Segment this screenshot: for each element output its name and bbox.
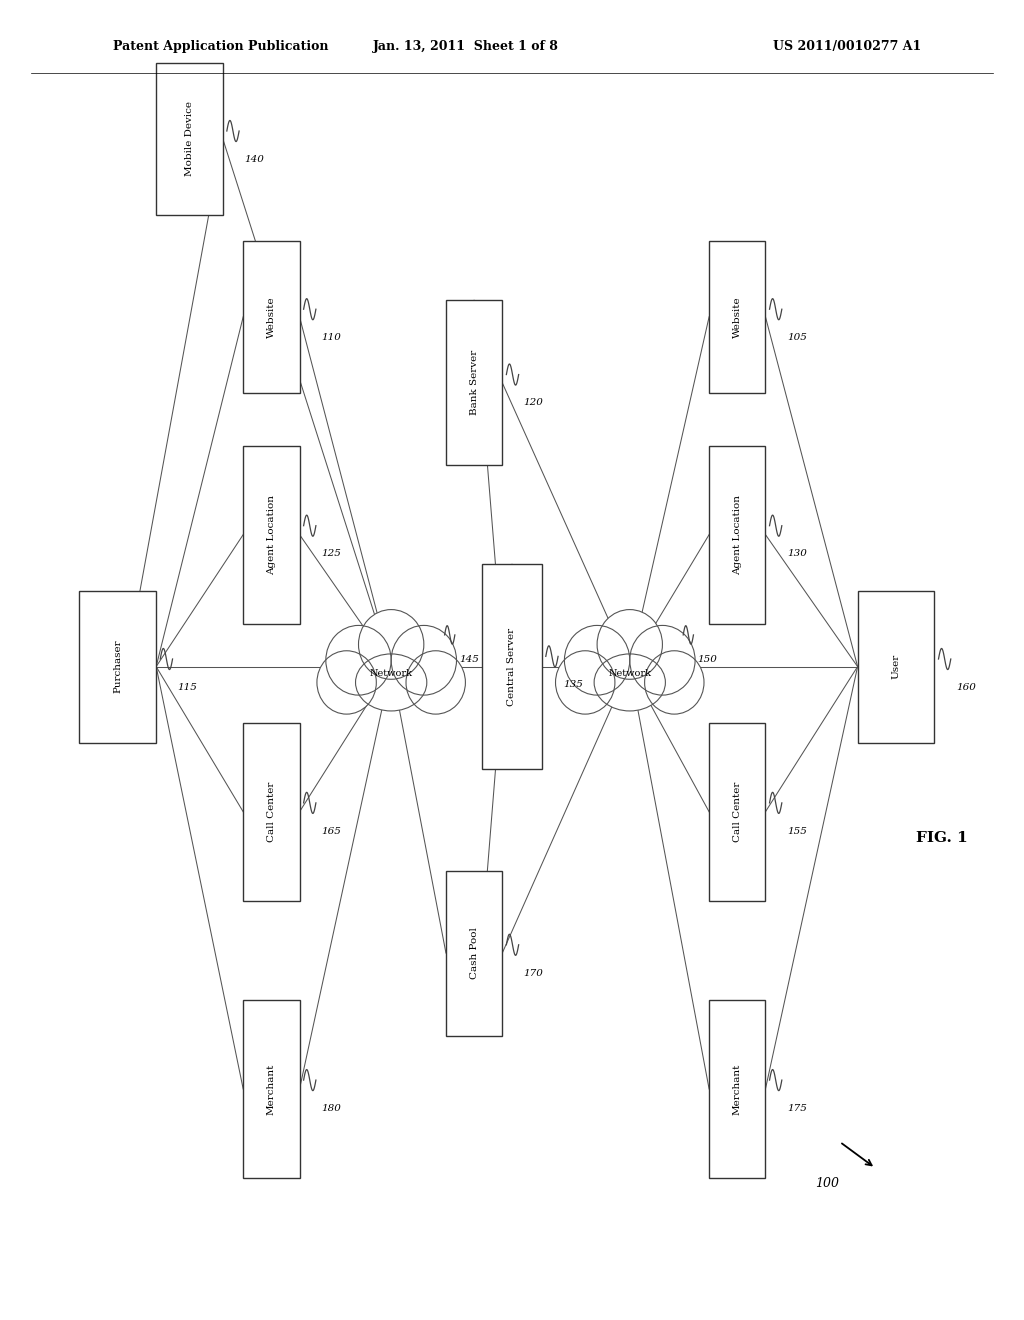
Text: 110: 110 xyxy=(322,333,341,342)
Text: 135: 135 xyxy=(563,680,583,689)
Text: Call Center: Call Center xyxy=(267,781,275,842)
Ellipse shape xyxy=(317,651,377,714)
Text: 140: 140 xyxy=(245,154,264,164)
Text: 115: 115 xyxy=(178,682,198,692)
Ellipse shape xyxy=(555,651,614,714)
Text: 165: 165 xyxy=(322,826,341,836)
Ellipse shape xyxy=(630,626,695,696)
Text: Jan. 13, 2011  Sheet 1 of 8: Jan. 13, 2011 Sheet 1 of 8 xyxy=(373,40,559,53)
Bar xyxy=(244,1001,300,1179)
Bar xyxy=(244,446,300,624)
Ellipse shape xyxy=(564,626,630,696)
Bar xyxy=(482,565,542,768)
Text: 100: 100 xyxy=(815,1177,840,1191)
Bar xyxy=(244,722,300,900)
Text: 120: 120 xyxy=(523,399,544,408)
Text: 180: 180 xyxy=(322,1104,341,1113)
Bar xyxy=(244,240,300,393)
Text: FIG. 1: FIG. 1 xyxy=(916,832,969,845)
Text: Central Server: Central Server xyxy=(508,627,516,706)
Bar xyxy=(709,722,766,900)
Text: Merchant: Merchant xyxy=(267,1064,275,1114)
Ellipse shape xyxy=(355,653,427,711)
Bar xyxy=(446,871,502,1035)
Text: Network: Network xyxy=(608,669,651,677)
Bar xyxy=(709,446,766,624)
Ellipse shape xyxy=(358,610,424,680)
Text: Call Center: Call Center xyxy=(733,781,741,842)
Bar xyxy=(80,591,157,742)
Text: User: User xyxy=(892,653,900,680)
Ellipse shape xyxy=(645,651,705,714)
Ellipse shape xyxy=(597,610,663,680)
Bar xyxy=(709,1001,766,1179)
Text: Patent Application Publication: Patent Application Publication xyxy=(113,40,328,53)
Bar xyxy=(446,301,502,466)
Ellipse shape xyxy=(326,626,391,696)
Text: Agent Location: Agent Location xyxy=(733,495,741,574)
Text: 175: 175 xyxy=(787,1104,807,1113)
Text: Website: Website xyxy=(733,296,741,338)
Text: 125: 125 xyxy=(322,549,341,558)
Text: US 2011/0010277 A1: US 2011/0010277 A1 xyxy=(773,40,922,53)
Text: Mobile Device: Mobile Device xyxy=(185,102,194,176)
Text: Purchaser: Purchaser xyxy=(114,640,122,693)
Text: Merchant: Merchant xyxy=(733,1064,741,1114)
Text: Website: Website xyxy=(267,296,275,338)
Bar xyxy=(156,62,223,214)
Ellipse shape xyxy=(391,626,457,696)
Text: 105: 105 xyxy=(787,333,807,342)
Text: 145: 145 xyxy=(459,655,479,664)
Text: Bank Server: Bank Server xyxy=(470,350,478,416)
Text: Network: Network xyxy=(370,669,413,677)
Text: 170: 170 xyxy=(523,969,544,978)
Ellipse shape xyxy=(594,653,666,711)
Text: 130: 130 xyxy=(787,549,807,558)
Bar xyxy=(858,591,934,742)
Text: 160: 160 xyxy=(956,682,976,692)
Ellipse shape xyxy=(406,651,465,714)
Text: 155: 155 xyxy=(787,826,807,836)
Text: 150: 150 xyxy=(697,655,718,664)
Text: Agent Location: Agent Location xyxy=(267,495,275,574)
Text: Cash Pool: Cash Pool xyxy=(470,927,478,979)
Bar xyxy=(709,240,766,393)
